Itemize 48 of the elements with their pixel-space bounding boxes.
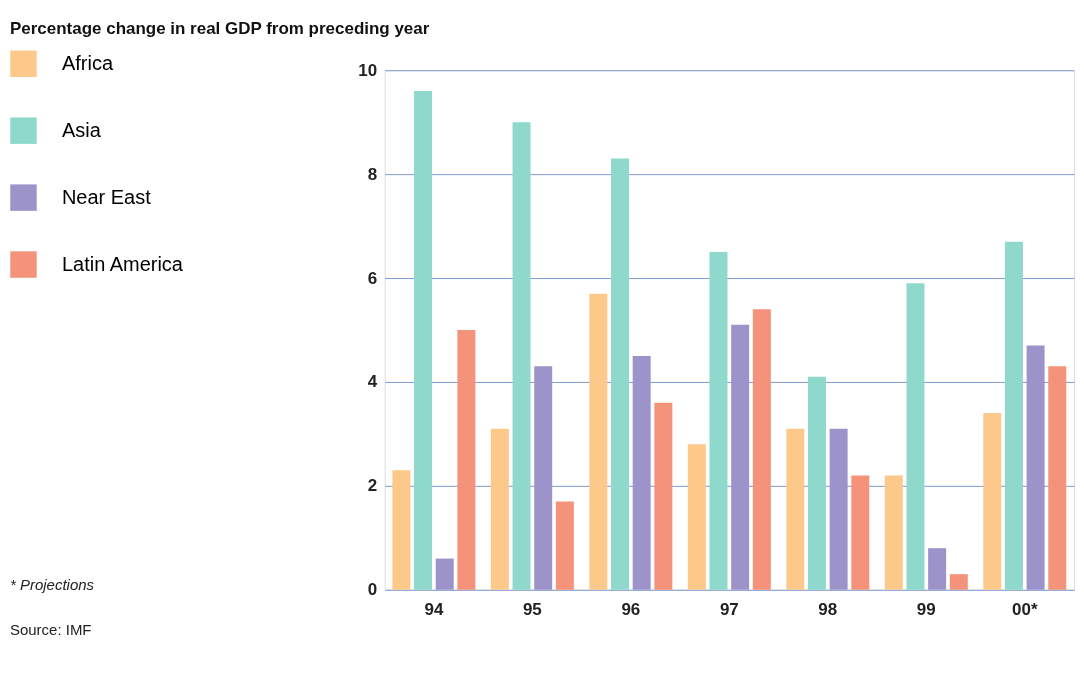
bar: [392, 470, 411, 590]
bar: [632, 355, 651, 590]
x-tick-label: 00*: [1012, 600, 1038, 620]
bar: [1004, 241, 1023, 590]
bar: [829, 428, 848, 590]
bar: [611, 158, 630, 590]
bar: [512, 122, 531, 590]
y-tick-label: 10: [358, 60, 378, 80]
legend-label: Asia: [61, 118, 102, 141]
y-tick-label: 4: [367, 372, 378, 392]
text: * Projections: [9, 575, 95, 593]
bar: [731, 324, 750, 590]
bar: [589, 293, 608, 590]
bar: [435, 558, 454, 590]
bar: [687, 444, 706, 590]
y-tick-label: 2: [367, 476, 378, 496]
x-tick-label: 94: [424, 600, 444, 620]
x-tick-label: 99: [916, 600, 936, 620]
bar: [1026, 345, 1045, 590]
bar: [851, 475, 870, 590]
bar: [983, 413, 1002, 590]
y-tick-label: 8: [367, 164, 378, 184]
x-tick-label: 96: [621, 600, 641, 620]
source-note: Source: IMF: [9, 620, 92, 638]
bar: [654, 402, 673, 590]
bar: [752, 309, 771, 590]
x-tick-label: 97: [719, 600, 739, 620]
bar: [490, 428, 509, 590]
legend-label: Near East: [61, 185, 152, 208]
bar: [906, 283, 925, 590]
y-tick-label: 0: [367, 580, 378, 600]
bar: [807, 376, 826, 590]
legend-label: Africa: [61, 51, 114, 74]
bar: [786, 428, 805, 590]
x-tick-label: 98: [818, 600, 838, 620]
text: Percentage change in real GDP from preceding year: [9, 19, 430, 39]
bar: [414, 91, 433, 590]
bar: [884, 475, 903, 590]
bar: [1048, 366, 1067, 590]
bar: [928, 548, 947, 590]
bar: [555, 501, 574, 590]
bar: [534, 366, 553, 590]
bar: [949, 574, 968, 590]
legend-label: Latin America: [61, 252, 184, 275]
y-tick-label: 6: [367, 268, 378, 288]
x-tick-label: 95: [522, 600, 542, 620]
bar: [709, 252, 728, 590]
bar: [457, 330, 476, 590]
